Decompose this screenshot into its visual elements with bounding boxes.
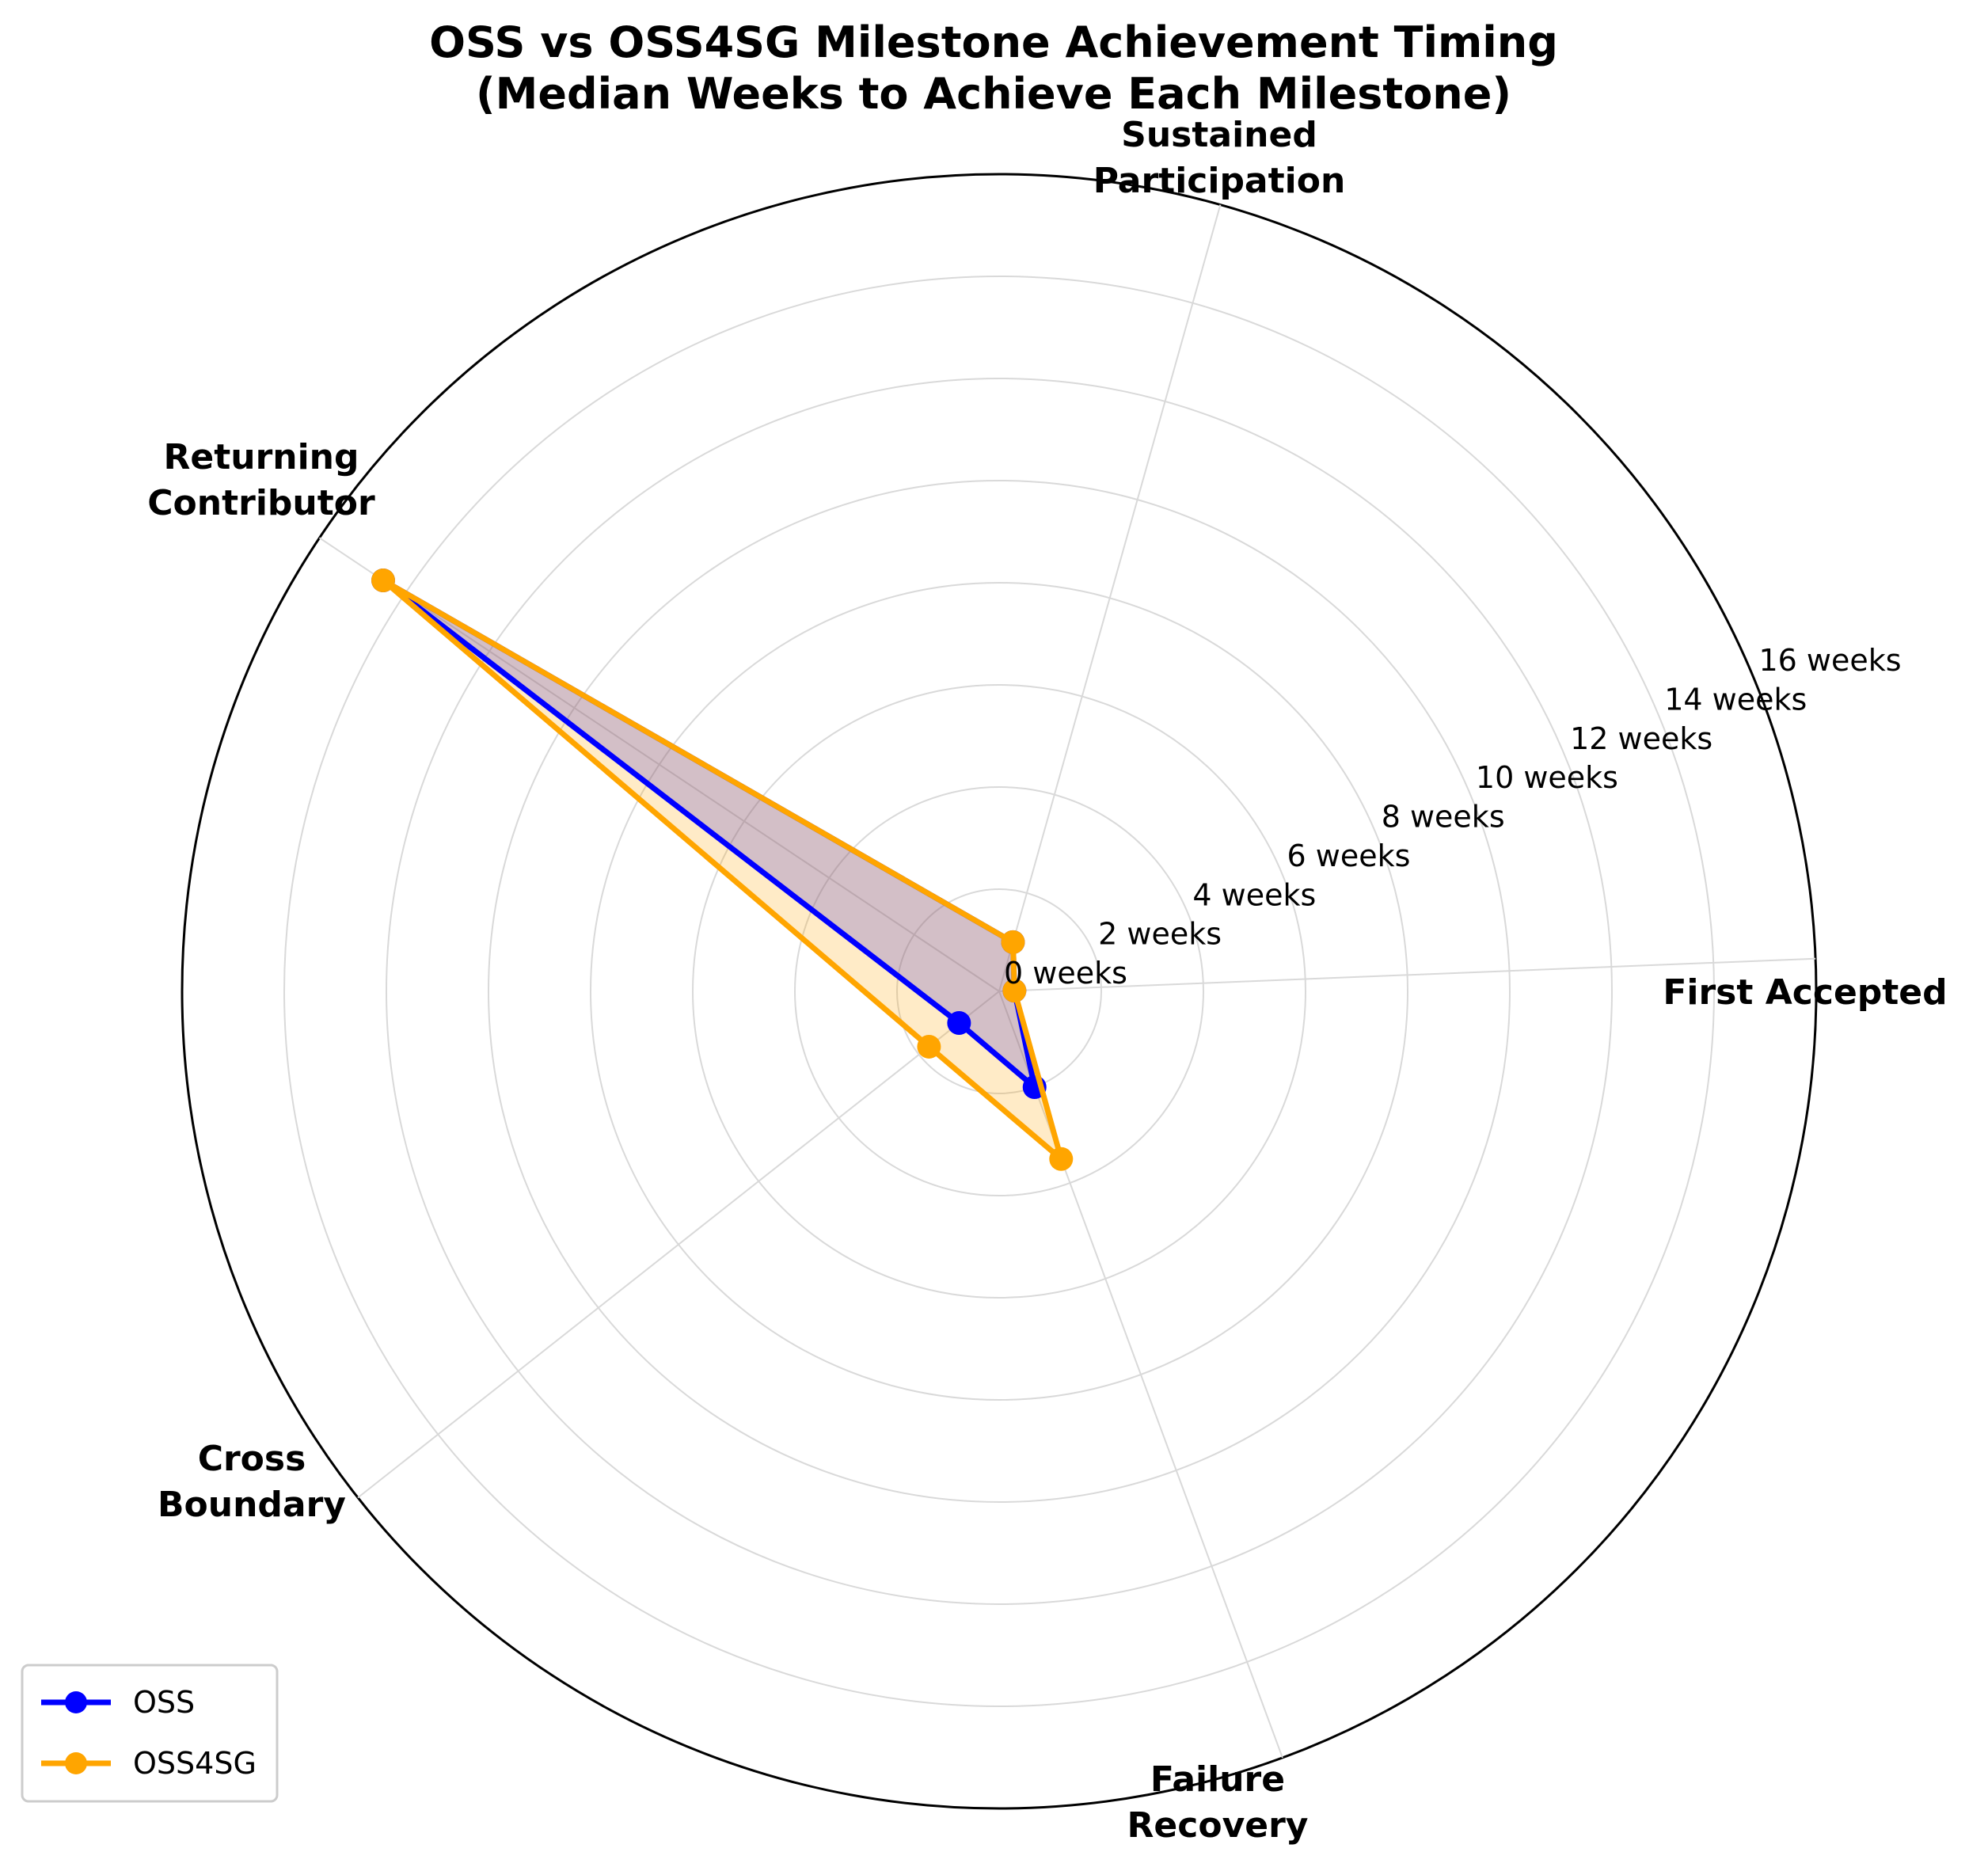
rtick-label-12: 12 weeks	[1570, 721, 1712, 756]
grid-circle-4	[794, 786, 1204, 1196]
category-label-3-0: Cross	[198, 1439, 306, 1479]
spoke-1	[998, 204, 1222, 992]
point-oss4sg-1	[1001, 930, 1025, 954]
grid-circle-10	[488, 480, 1511, 1503]
category-label-2-0: Returning	[163, 437, 359, 477]
grid-circle-14	[283, 276, 1715, 1707]
category-label-3-1: Boundary	[158, 1485, 346, 1525]
category-label-1-1: Participation	[1093, 161, 1346, 201]
series-line-oss4sg	[380, 577, 1064, 1162]
rtick-label-2: 2 weeks	[1098, 917, 1222, 952]
point-oss4sg-3	[917, 1034, 941, 1059]
spoke-0	[998, 957, 1816, 992]
rtick-label-4: 4 weeks	[1192, 877, 1316, 912]
category-label-4-1: Recovery	[1127, 1805, 1309, 1846]
rtick-label-6: 6 weeks	[1287, 839, 1411, 873]
legend-marker-oss	[65, 1691, 87, 1713]
category-label-4-0: Failure	[1150, 1759, 1285, 1800]
spoke-2	[318, 537, 1000, 992]
point-oss4sg-4	[1049, 1147, 1074, 1171]
series-layer	[371, 568, 1074, 1171]
category-labels: First Accepted Sustained Participation Retu…	[147, 115, 1947, 1846]
rtick-label-0: 0 weeks	[1004, 956, 1127, 991]
polar-grid	[181, 173, 1818, 1810]
chart-title-line-1: OSS vs OSS4SG Milestone Achievement Timi…	[429, 17, 1558, 67]
grid-circle-16	[181, 173, 1818, 1810]
legend-marker-oss4sg	[65, 1752, 87, 1774]
rtick-label-14: 14 weeks	[1664, 682, 1807, 717]
rtick-label-10: 10 weeks	[1476, 760, 1618, 795]
category-label-2-1: Contributor	[147, 483, 375, 523]
rtick-label-16: 16 weeks	[1758, 643, 1901, 678]
rtick-label-8: 8 weeks	[1382, 800, 1505, 835]
grid-circle-12	[386, 378, 1613, 1605]
point-oss-3	[947, 1010, 971, 1035]
radial-tick-labels: 0 weeks 2 weeks 4 weeks 6 weeks 8 weeks 10 we…	[1004, 643, 1902, 991]
category-label-1-0: Sustained	[1121, 115, 1317, 155]
legend-label-oss4sg: OSS4SG	[133, 1746, 257, 1781]
grid-circle-2	[896, 888, 1102, 1094]
spoke-4	[998, 991, 1283, 1759]
grid-circle-6	[692, 684, 1306, 1299]
legend: OSS OSS4SG	[21, 1664, 279, 1803]
spoke-3	[357, 991, 1000, 1499]
point-oss4sg-2	[371, 568, 395, 592]
point-oss4sg-0	[1002, 979, 1027, 1003]
category-label-0-0: First Accepted	[1663, 972, 1947, 1013]
chart-title-line-2: (Median Weeks to Achieve Each Milestone)	[476, 69, 1511, 119]
grid-circle-8	[590, 582, 1408, 1401]
legend-label-oss: OSS	[133, 1685, 195, 1720]
